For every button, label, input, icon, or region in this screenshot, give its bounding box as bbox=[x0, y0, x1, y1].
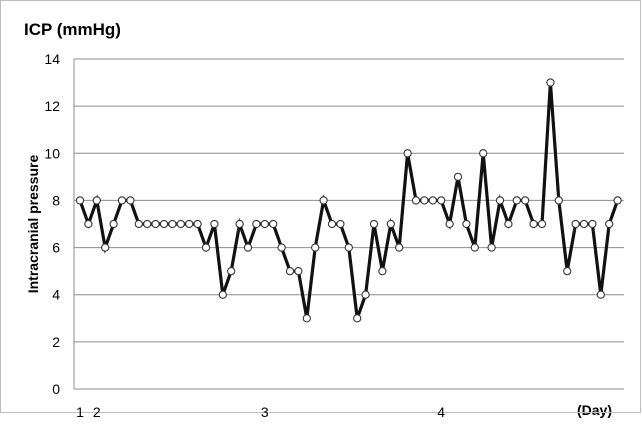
data-point bbox=[420, 196, 429, 205]
data-point bbox=[537, 219, 547, 229]
data-point bbox=[378, 266, 387, 276]
y-tick-label: 14 bbox=[44, 51, 60, 67]
data-point bbox=[453, 172, 463, 182]
data-points bbox=[75, 78, 622, 323]
data-point bbox=[327, 219, 337, 229]
data-point bbox=[101, 243, 110, 252]
data-point bbox=[353, 314, 362, 323]
data-point bbox=[571, 219, 580, 229]
x-axis-unit-label: (Day) bbox=[577, 402, 613, 418]
data-point bbox=[126, 196, 135, 205]
data-point bbox=[193, 219, 202, 229]
gridlines bbox=[74, 58, 624, 343]
data-point bbox=[176, 219, 185, 229]
data-point bbox=[134, 219, 143, 229]
data-point bbox=[428, 196, 437, 205]
data-point bbox=[361, 290, 370, 299]
axes bbox=[73, 59, 624, 390]
data-point bbox=[479, 149, 488, 158]
data-point bbox=[605, 219, 614, 229]
y-unit-title: ICP (mmHg) bbox=[24, 20, 121, 39]
x-tick-label: 2 bbox=[93, 404, 101, 420]
y-tick-label: 0 bbox=[52, 381, 60, 397]
data-point bbox=[201, 243, 211, 252]
y-tick-labels: 0 2 4 6 8 10 12 14 bbox=[44, 51, 60, 397]
data-point bbox=[437, 196, 446, 205]
x-tick-label: 1 bbox=[76, 404, 84, 420]
data-point bbox=[521, 196, 530, 205]
data-point bbox=[277, 243, 286, 252]
data-point bbox=[504, 219, 513, 229]
y-tick-label: 10 bbox=[44, 145, 60, 161]
data-point bbox=[269, 219, 278, 229]
data-point bbox=[563, 266, 572, 276]
data-point bbox=[260, 219, 269, 229]
data-point bbox=[143, 219, 152, 229]
data-point bbox=[369, 219, 379, 229]
data-point bbox=[445, 219, 454, 229]
data-point bbox=[411, 196, 421, 205]
data-point bbox=[168, 219, 177, 229]
data-point bbox=[579, 219, 589, 229]
data-point bbox=[302, 314, 311, 323]
data-point bbox=[495, 196, 505, 205]
data-point bbox=[75, 196, 85, 205]
data-point bbox=[487, 243, 496, 252]
data-point bbox=[344, 243, 353, 252]
data-point bbox=[285, 266, 295, 276]
data-point bbox=[117, 196, 127, 205]
data-point bbox=[546, 78, 555, 87]
data-point bbox=[218, 290, 227, 299]
data-point bbox=[109, 219, 118, 229]
data-point bbox=[235, 219, 244, 229]
data-point bbox=[252, 219, 261, 229]
data-point bbox=[243, 243, 253, 252]
data-point bbox=[554, 196, 563, 205]
y-tick-label: 4 bbox=[52, 287, 60, 303]
x-tick-label: 3 bbox=[261, 404, 269, 420]
x-tick-label: 4 bbox=[437, 404, 445, 420]
data-point bbox=[294, 266, 303, 276]
y-tick-label: 8 bbox=[52, 192, 60, 208]
data-point bbox=[319, 196, 328, 205]
data-point bbox=[151, 219, 160, 229]
data-point bbox=[462, 219, 471, 229]
data-point bbox=[386, 219, 395, 229]
data-point bbox=[596, 290, 605, 299]
data-point bbox=[159, 219, 169, 229]
y-tick-label: 6 bbox=[52, 240, 60, 256]
data-point bbox=[84, 219, 93, 229]
data-point bbox=[92, 196, 101, 205]
outer-border bbox=[0, 0, 641, 413]
data-point bbox=[311, 243, 320, 252]
data-point bbox=[512, 196, 521, 205]
y-tick-label: 12 bbox=[44, 98, 60, 114]
data-point bbox=[588, 219, 597, 229]
data-point bbox=[336, 219, 345, 229]
data-point bbox=[529, 219, 538, 229]
data-point bbox=[395, 243, 404, 252]
data-point bbox=[403, 149, 412, 158]
data-point bbox=[185, 219, 194, 229]
data-point bbox=[227, 266, 236, 276]
data-point bbox=[613, 196, 622, 205]
data-point bbox=[210, 219, 219, 229]
y-tick-label: 2 bbox=[52, 334, 60, 350]
data-point bbox=[470, 243, 479, 252]
